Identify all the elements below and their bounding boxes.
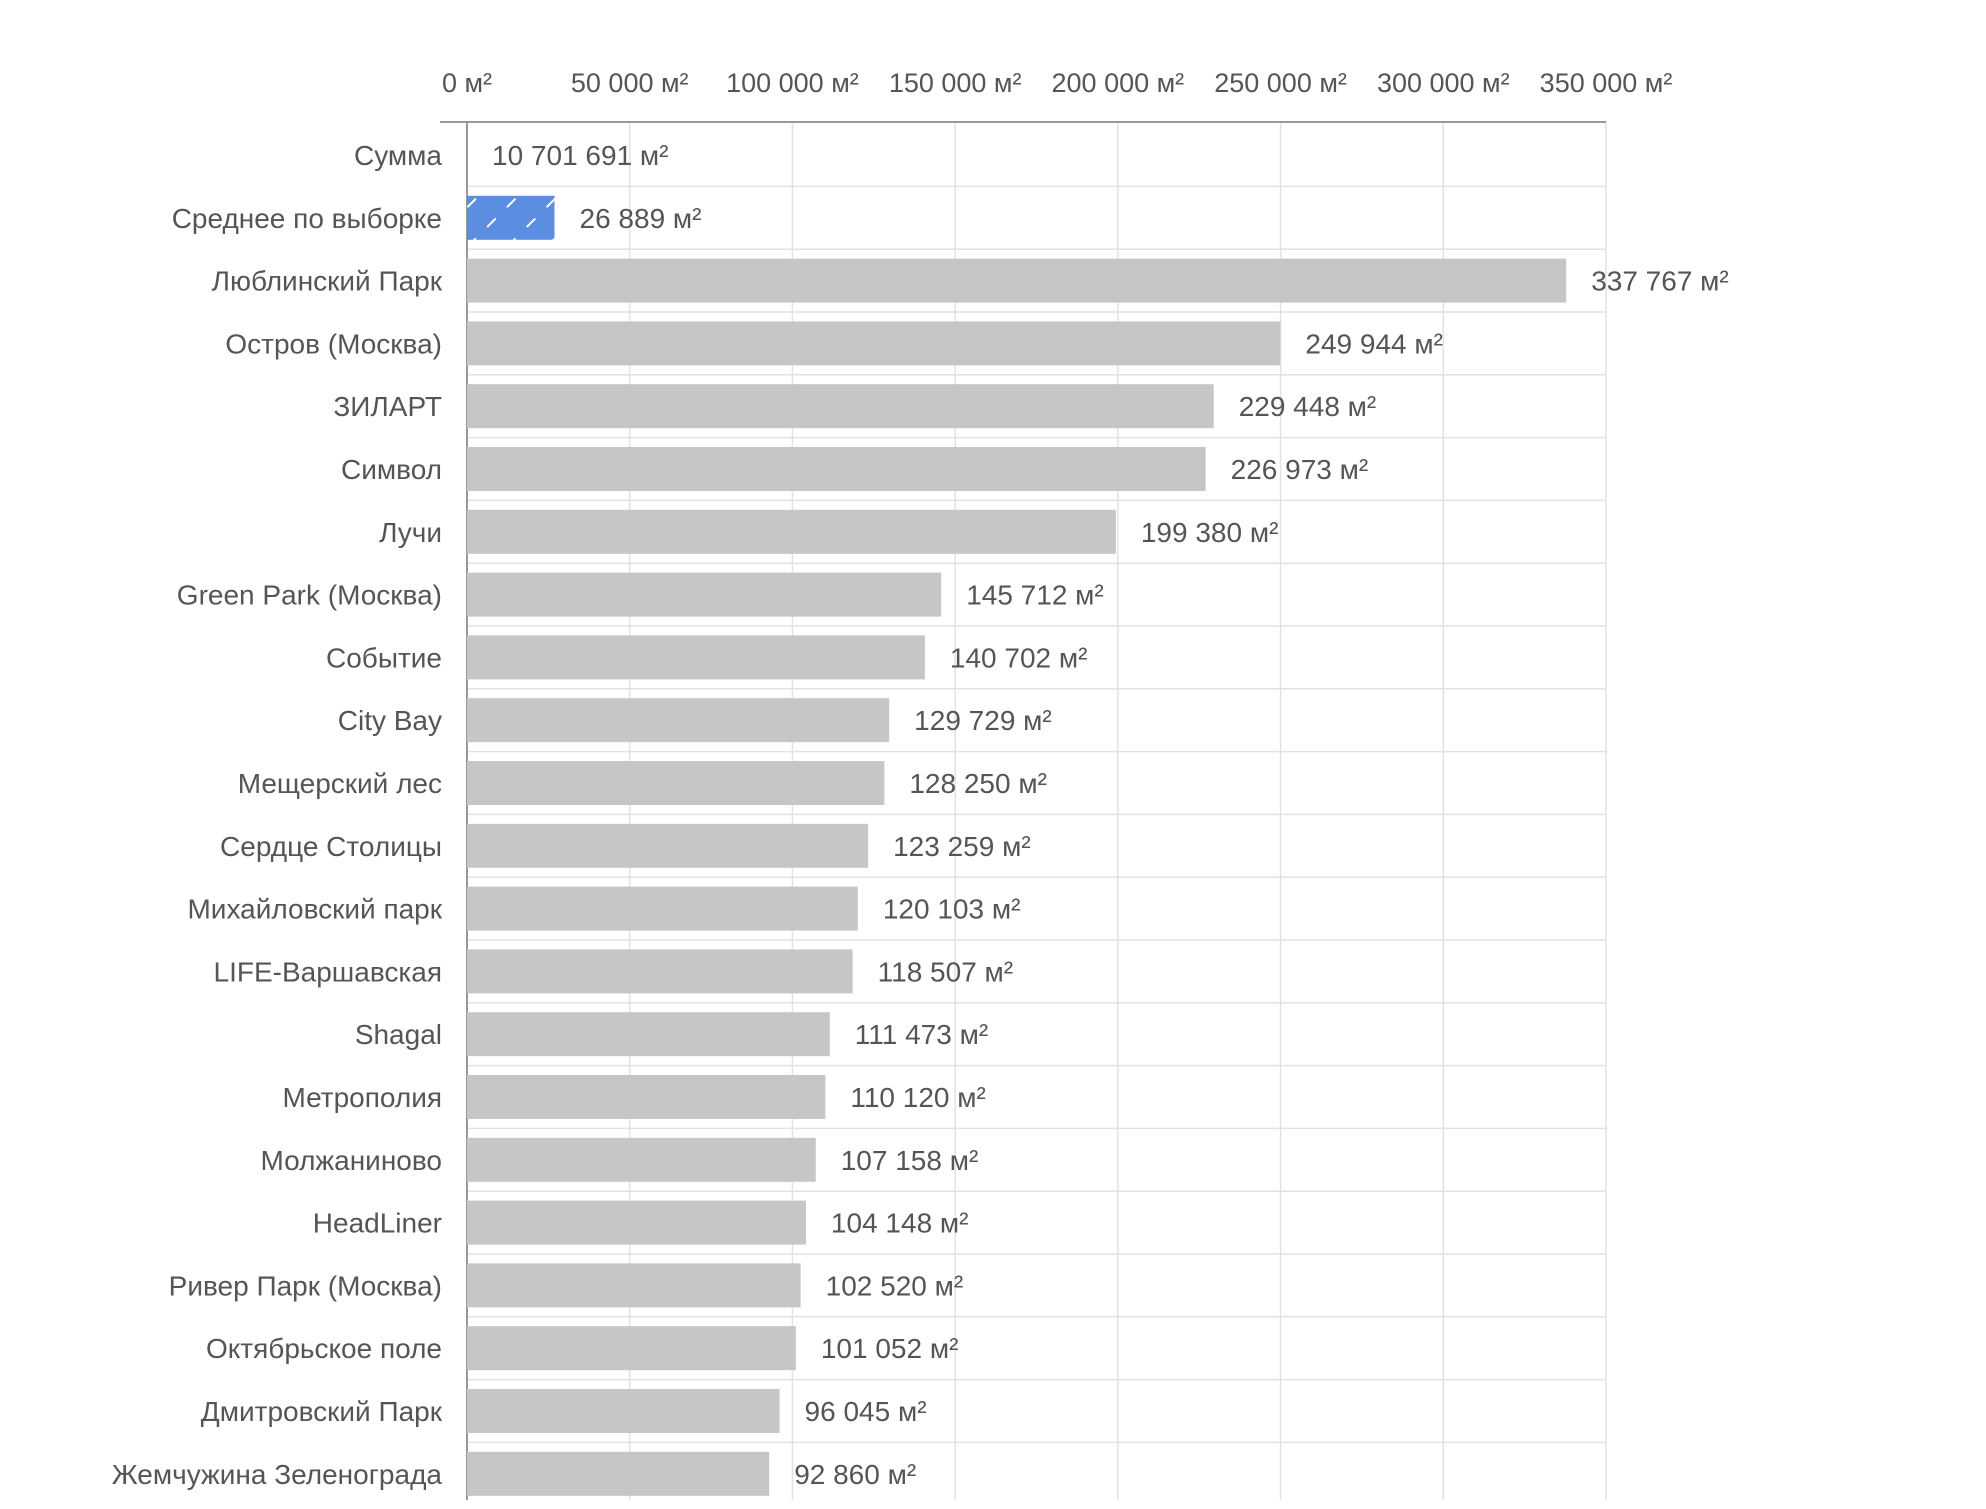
category-label: Метрополия bbox=[282, 1082, 442, 1113]
value-label: 92 860 м² bbox=[794, 1459, 916, 1490]
category-label: HeadLiner bbox=[313, 1208, 442, 1239]
bar[interactable] bbox=[467, 698, 890, 743]
value-label: 129 729 м² bbox=[914, 705, 1052, 736]
category-label: Shagal bbox=[355, 1019, 442, 1050]
value-label: 199 380 м² bbox=[1141, 517, 1279, 548]
value-label: 118 507 м² bbox=[878, 956, 1014, 987]
x-tick-label: 50 000 м² bbox=[571, 68, 689, 98]
category-label: Молжаниново bbox=[260, 1145, 442, 1176]
category-label: Лучи bbox=[379, 517, 442, 548]
category-label: City Bay bbox=[338, 705, 442, 736]
category-label: Green Park (Москва) bbox=[177, 580, 442, 611]
bar[interactable] bbox=[467, 1137, 816, 1182]
bar[interactable] bbox=[467, 1200, 806, 1245]
bar[interactable] bbox=[467, 321, 1281, 366]
value-label: 226 973 м² bbox=[1231, 454, 1369, 485]
category-label: Символ bbox=[341, 454, 442, 485]
bar[interactable] bbox=[467, 1075, 826, 1119]
value-label: 111 473 м² bbox=[855, 1019, 988, 1050]
category-label: Событие bbox=[326, 642, 442, 673]
value-label: 96 045 м² bbox=[805, 1396, 927, 1427]
x-tick-label: 350 000 м² bbox=[1540, 68, 1673, 98]
value-label: 140 702 м² bbox=[950, 642, 1088, 673]
value-label: 123 259 м² bbox=[893, 831, 1031, 862]
value-label: 249 944 м² bbox=[1305, 328, 1443, 359]
x-tick-label: 200 000 м² bbox=[1052, 68, 1185, 98]
value-label: 145 712 м² bbox=[966, 580, 1104, 611]
x-tick-label: 150 000 м² bbox=[889, 68, 1022, 98]
category-label: Люблинский Парк bbox=[212, 266, 443, 297]
x-tick-label: 100 000 м² bbox=[726, 68, 859, 98]
value-label: 229 448 м² bbox=[1239, 391, 1377, 422]
category-label: Жемчужина Зеленограда bbox=[112, 1459, 443, 1490]
category-label: Остров (Москва) bbox=[225, 328, 442, 359]
bars bbox=[467, 195, 1567, 1496]
category-label: ЗИЛАРТ bbox=[333, 391, 442, 422]
x-tick-label: 0 м² bbox=[442, 68, 492, 98]
value-label: 102 520 м² bbox=[826, 1270, 964, 1301]
category-label: LIFE-Варшавская bbox=[214, 956, 442, 987]
bar[interactable] bbox=[467, 572, 942, 617]
value-label: 337 767 м² bbox=[1591, 266, 1729, 297]
category-label: Ривер Парк (Москва) bbox=[169, 1270, 442, 1301]
category-label: Михайловский парк bbox=[187, 894, 442, 925]
bar[interactable] bbox=[467, 1012, 830, 1057]
bar[interactable] bbox=[467, 635, 925, 680]
bar[interactable] bbox=[467, 509, 1116, 554]
category-label: Октябрьское поле bbox=[206, 1333, 442, 1364]
category-label: Дмитровский Парк bbox=[201, 1396, 443, 1427]
bar[interactable] bbox=[467, 1263, 801, 1308]
x-tick-label: 300 000 м² bbox=[1377, 68, 1510, 98]
x-tick-label: 250 000 м² bbox=[1214, 68, 1347, 98]
bar[interactable] bbox=[467, 258, 1567, 303]
value-label: 107 158 м² bbox=[841, 1145, 979, 1176]
category-label: Среднее по выборке bbox=[172, 203, 442, 234]
labels: Сумма 10 701 691 м² Среднее по выборке 26 8… bbox=[112, 140, 1729, 1490]
bar[interactable] bbox=[467, 823, 869, 868]
bar-average[interactable] bbox=[467, 195, 555, 240]
bar[interactable] bbox=[467, 384, 1214, 429]
category-label: Сердце Столицы bbox=[220, 831, 442, 862]
category-label: Мещерский лес bbox=[238, 768, 442, 799]
bar[interactable] bbox=[467, 1326, 796, 1371]
bar[interactable] bbox=[467, 761, 885, 805]
value-label: 101 052 м² bbox=[821, 1333, 959, 1364]
category-label: Сумма bbox=[354, 140, 442, 171]
bar[interactable] bbox=[467, 1451, 770, 1496]
value-label: 104 148 м² bbox=[831, 1208, 969, 1239]
value-label: 110 120 м² bbox=[850, 1082, 986, 1113]
value-label: 26 889 м² bbox=[580, 203, 702, 234]
bar[interactable] bbox=[467, 447, 1206, 491]
bar[interactable] bbox=[467, 886, 858, 931]
x-axis: 0 м² 50 000 м² 100 000 м² 150 000 м² 200 000… bbox=[440, 68, 1672, 1500]
bar[interactable] bbox=[467, 1389, 780, 1433]
value-label: 120 103 м² bbox=[883, 894, 1021, 925]
bar[interactable] bbox=[467, 949, 853, 994]
value-label: 128 250 м² bbox=[909, 768, 1047, 799]
value-label: 10 701 691 м² bbox=[492, 140, 669, 171]
